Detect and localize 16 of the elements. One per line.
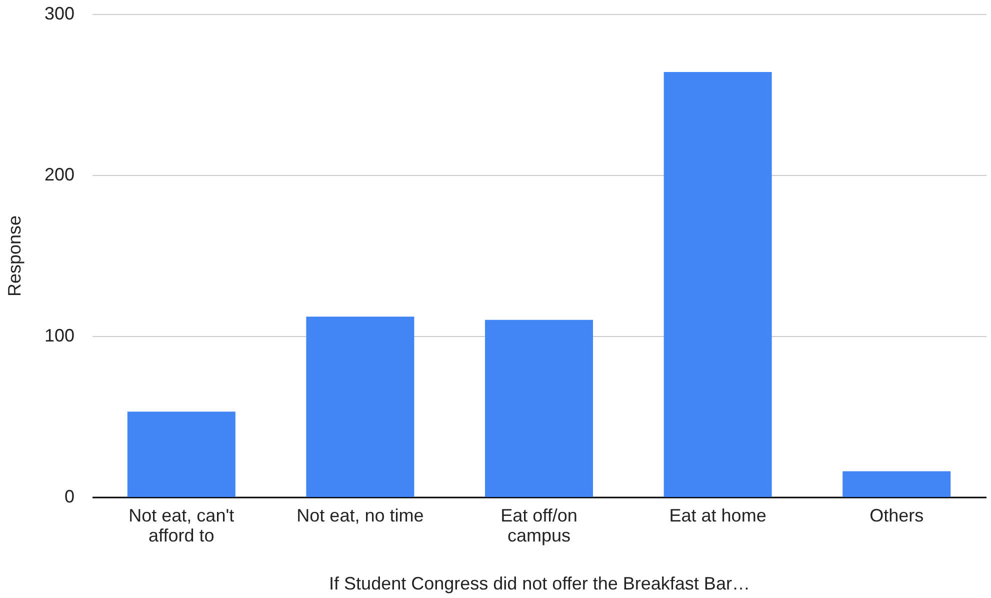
bar [664,72,772,497]
bar [485,320,593,497]
bar [842,471,951,497]
bar [306,316,414,497]
x-tick-label: Eat at home [669,506,766,526]
y-axis-title: Response [4,215,24,297]
x-tick-label: Not eat, no time [296,506,424,526]
x-tick-label: Others [870,506,924,526]
x-tick-label: Not eat, can't afford to [128,506,234,546]
y-tick-label: 100 [44,326,74,346]
x-axis-title: If Student Congress did not offer the Breakfast Bar… [329,574,750,594]
bar [127,412,236,497]
x-tick-label: Eat off/on campus [500,506,578,546]
y-tick-label: 300 [44,4,74,24]
y-tick-label: 200 [44,164,74,184]
y-tick-label: 0 [64,486,74,506]
